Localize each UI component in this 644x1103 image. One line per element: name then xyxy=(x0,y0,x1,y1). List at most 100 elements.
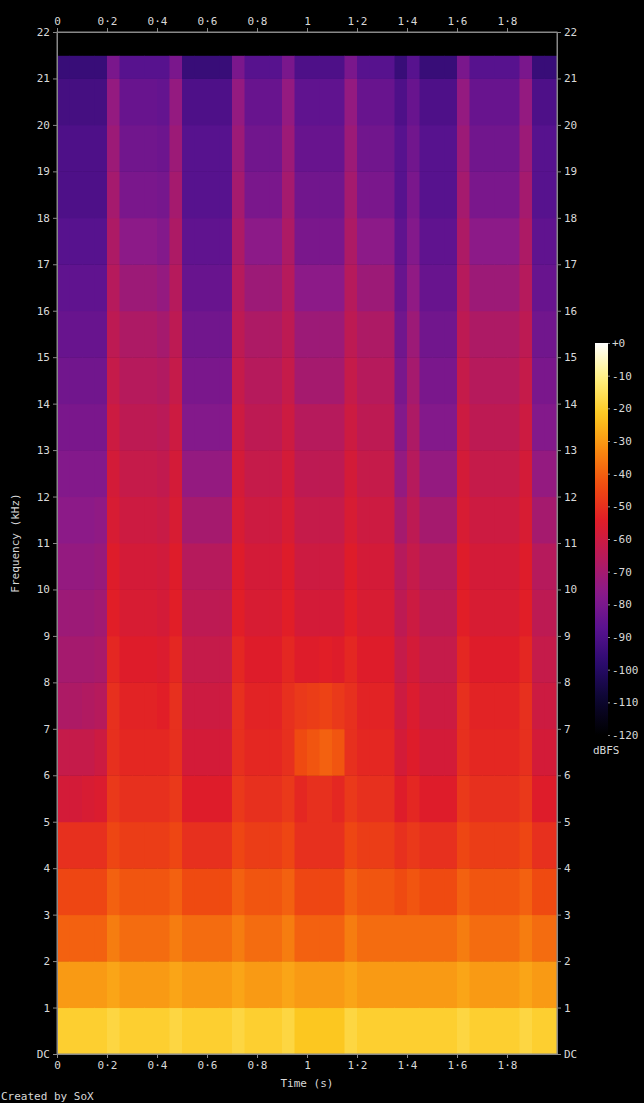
tick-label: 0·8 xyxy=(248,1059,268,1072)
cell xyxy=(207,682,220,729)
tick-label: 12 xyxy=(37,491,50,504)
cell xyxy=(95,404,108,451)
cell xyxy=(245,264,258,311)
cell xyxy=(257,822,270,869)
cell xyxy=(445,311,458,358)
cell xyxy=(157,78,170,125)
tick-label: 7 xyxy=(43,723,50,736)
tick-mark xyxy=(53,171,57,172)
cell xyxy=(107,1008,120,1054)
cell xyxy=(307,543,320,590)
cell xyxy=(482,497,495,544)
tick-mark xyxy=(207,28,208,32)
cell xyxy=(145,497,158,544)
tick: 15 xyxy=(37,351,57,364)
cell xyxy=(232,125,245,172)
tick-mark xyxy=(608,735,610,736)
cell xyxy=(407,218,420,265)
cell xyxy=(395,55,408,79)
cell xyxy=(120,497,133,544)
cell xyxy=(495,636,508,683)
cell xyxy=(245,868,258,915)
cell xyxy=(432,357,445,404)
cell xyxy=(545,357,558,404)
y-axis-right: DC12345678910111213141516171819202122 xyxy=(557,26,578,1061)
cell xyxy=(220,961,233,1008)
cell xyxy=(195,497,208,544)
cell xyxy=(395,543,408,590)
cell xyxy=(182,775,195,822)
tick-mark xyxy=(357,1054,358,1058)
cell xyxy=(282,357,295,404)
cell xyxy=(320,868,333,915)
tick-mark xyxy=(608,637,610,638)
cell xyxy=(245,589,258,636)
tick-mark xyxy=(53,682,57,683)
cell xyxy=(157,125,170,172)
cell xyxy=(532,915,545,962)
cell xyxy=(295,868,308,915)
cell xyxy=(507,868,520,915)
tick-mark xyxy=(157,1054,158,1058)
tick: 1·8 xyxy=(498,15,518,32)
cell xyxy=(70,729,83,776)
cell xyxy=(370,822,383,869)
cell xyxy=(357,264,370,311)
cell xyxy=(432,636,445,683)
cell xyxy=(195,636,208,683)
cell xyxy=(345,55,358,79)
cell xyxy=(382,961,395,1008)
cell xyxy=(195,1008,208,1054)
tick-label: 14 xyxy=(564,398,578,411)
cell xyxy=(507,1008,520,1054)
tick-mark xyxy=(557,357,561,358)
cell xyxy=(282,264,295,311)
cell xyxy=(495,171,508,218)
cell xyxy=(370,55,383,79)
tick-label: 0·2 xyxy=(98,15,118,28)
cell xyxy=(420,543,433,590)
tick-label: 1·8 xyxy=(498,15,518,28)
cell xyxy=(507,682,520,729)
cell xyxy=(220,125,233,172)
cell xyxy=(345,1008,358,1054)
cell xyxy=(407,264,420,311)
cell xyxy=(420,961,433,1008)
cell xyxy=(432,450,445,497)
cell xyxy=(207,775,220,822)
cell xyxy=(57,589,70,636)
cell xyxy=(145,589,158,636)
tick-label: 18 xyxy=(564,212,577,225)
tick: 21 xyxy=(557,72,577,85)
tick-mark xyxy=(557,497,561,498)
cell xyxy=(70,311,83,358)
cell xyxy=(170,636,183,683)
cell xyxy=(420,1008,433,1054)
cell xyxy=(220,543,233,590)
cell xyxy=(420,311,433,358)
cell xyxy=(82,1008,95,1054)
cell xyxy=(520,497,533,544)
cell xyxy=(95,636,108,683)
cell xyxy=(232,1008,245,1054)
cell xyxy=(70,497,83,544)
cell xyxy=(270,729,283,776)
cell xyxy=(445,78,458,125)
tick-label: 1·8 xyxy=(498,1059,518,1072)
cell xyxy=(182,311,195,358)
cell xyxy=(545,450,558,497)
cell xyxy=(120,729,133,776)
cell xyxy=(420,218,433,265)
cell xyxy=(395,497,408,544)
cell xyxy=(132,450,145,497)
cell xyxy=(270,589,283,636)
cell xyxy=(270,915,283,962)
y-axis-title: Frequency (kHz) xyxy=(9,493,22,592)
cell xyxy=(282,55,295,79)
cell xyxy=(432,729,445,776)
cell xyxy=(382,125,395,172)
tick-mark xyxy=(608,441,610,442)
cell xyxy=(232,450,245,497)
cell xyxy=(545,868,558,915)
tick-label: 1 xyxy=(564,1002,571,1015)
